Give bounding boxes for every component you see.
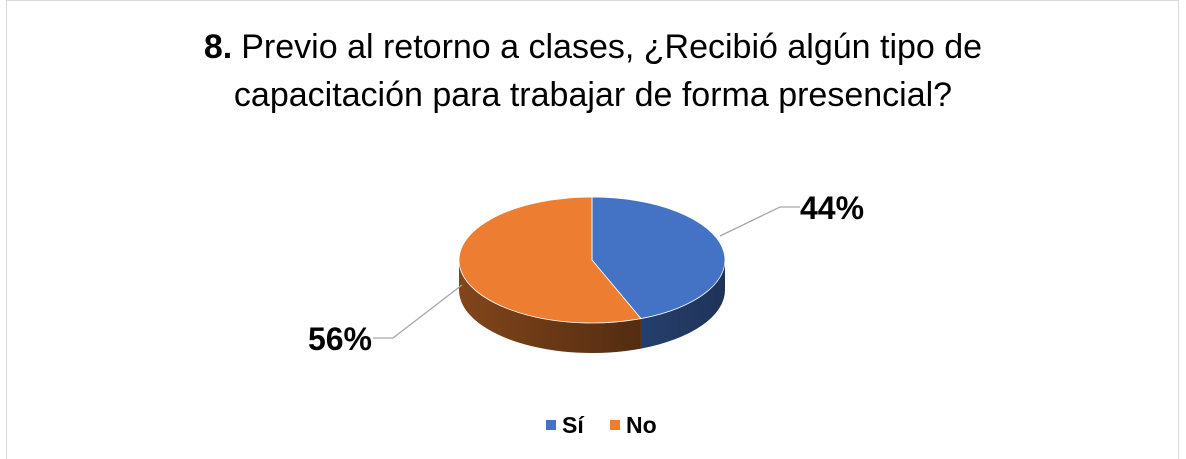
legend-swatch: [546, 420, 556, 430]
legend-swatch: [610, 420, 620, 430]
leader-line: [719, 206, 800, 237]
data-label: 56%: [308, 321, 372, 357]
data-label: 44%: [800, 190, 864, 226]
chart-title: capacitación para trabajar de forma pres…: [234, 76, 952, 114]
legend-label: No: [626, 412, 657, 438]
slice-side: [640, 260, 725, 349]
leader-line: [373, 284, 463, 339]
slice: [591, 196, 726, 320]
title-line: Previo al retorno a clases, ¿Recibió alg…: [241, 28, 982, 66]
title-number: 8.: [204, 28, 232, 66]
slice-side: [459, 260, 641, 353]
chart-title: 8. Previo al retorno a clases, ¿Recibió a…: [204, 28, 982, 66]
slice: [458, 196, 642, 324]
legend-label: Sí: [562, 412, 585, 438]
